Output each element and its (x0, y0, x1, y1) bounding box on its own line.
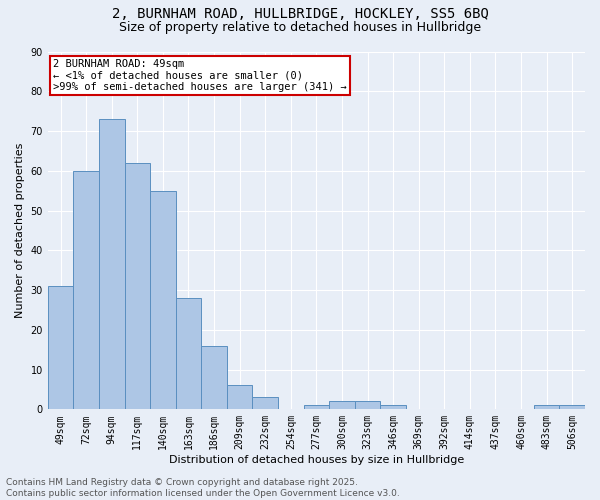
Bar (329, 402, 355, 409)
X-axis label: Distribution of detached houses by size in Hullbridge: Distribution of detached houses by size … (169, 455, 464, 465)
Text: Size of property relative to detached houses in Hullbridge: Size of property relative to detached ho… (119, 21, 481, 34)
Text: Contains HM Land Registry data © Crown copyright and database right 2025.
Contai: Contains HM Land Registry data © Crown c… (6, 478, 400, 498)
Y-axis label: Number of detached properties: Number of detached properties (15, 142, 25, 318)
Bar (253, 398, 278, 409)
Bar (176, 298, 201, 410)
Bar (227, 386, 253, 409)
Text: 2 BURNHAM ROAD: 49sqm
← <1% of detached houses are smaller (0)
>99% of semi-deta: 2 BURNHAM ROAD: 49sqm ← <1% of detached … (53, 58, 347, 92)
Bar (380, 406, 406, 409)
Bar (99, 119, 125, 410)
Bar (48, 286, 73, 410)
Bar (150, 190, 176, 410)
Bar (559, 406, 585, 409)
Bar (355, 402, 380, 409)
Bar (304, 406, 329, 409)
Text: 2, BURNHAM ROAD, HULLBRIDGE, HOCKLEY, SS5 6BQ: 2, BURNHAM ROAD, HULLBRIDGE, HOCKLEY, SS… (112, 8, 488, 22)
Bar (73, 171, 99, 410)
Bar (534, 406, 559, 409)
Bar (125, 163, 150, 410)
Bar (201, 346, 227, 410)
